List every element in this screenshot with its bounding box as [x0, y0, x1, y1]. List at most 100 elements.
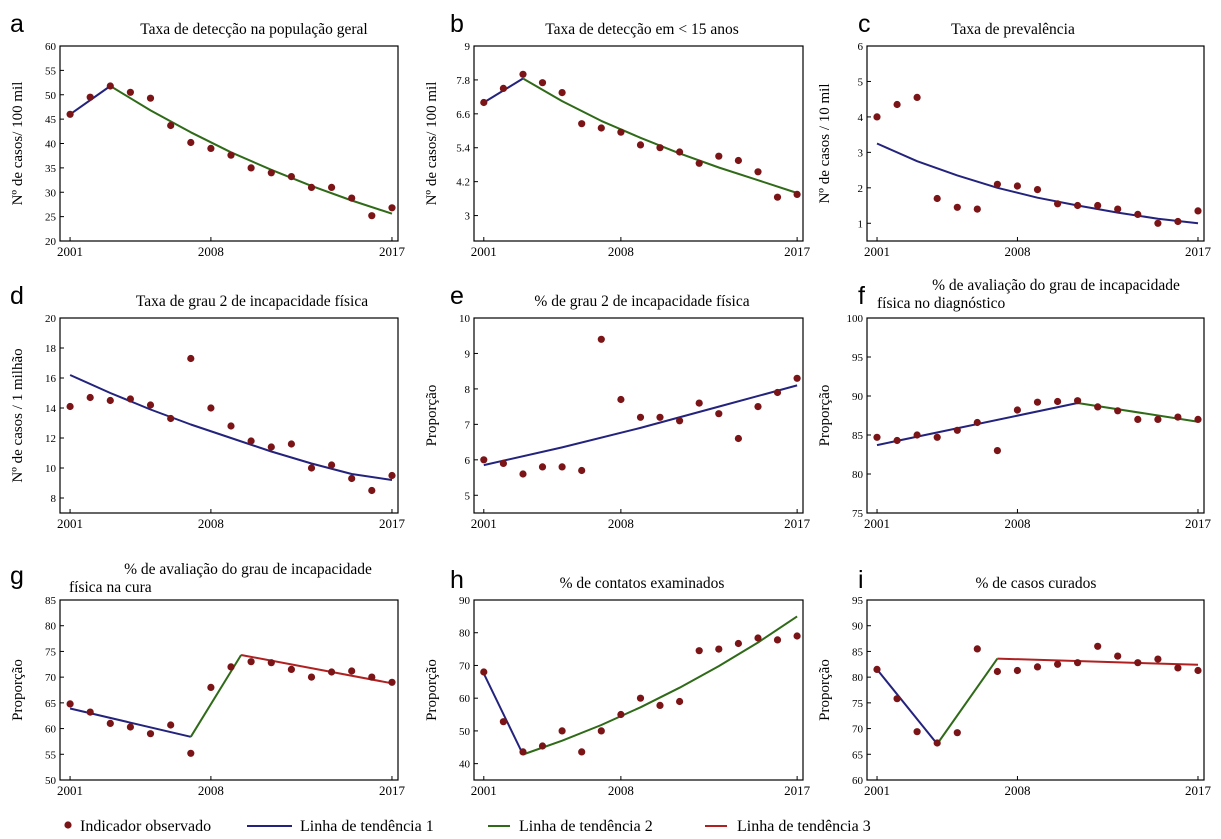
y-tick-label: 70 — [852, 724, 864, 736]
y-tick-label: 8 — [465, 384, 471, 396]
data-point — [126, 395, 134, 403]
data-point — [993, 447, 1002, 455]
x-tick-label: 2017 — [379, 516, 406, 531]
data-point — [933, 739, 941, 747]
data-point — [1013, 182, 1022, 190]
data-point — [167, 414, 175, 423]
data-point — [1134, 210, 1142, 218]
trend-line-3 — [997, 657, 1199, 666]
legend-label-observado: Indicador observado — [80, 818, 211, 835]
y-tick-label: 95 — [852, 595, 864, 607]
y-tick-label: 9 — [465, 41, 471, 53]
x-tick-label: 2017 — [784, 516, 811, 531]
data-point — [187, 138, 195, 147]
data-point — [328, 183, 336, 191]
x-tick-label: 2008 — [1004, 244, 1030, 259]
panel-title: % de contatos examinados — [560, 575, 725, 592]
data-point — [715, 152, 723, 160]
panel-letter: a — [10, 10, 24, 38]
y-tick-label: 6 — [465, 455, 471, 467]
data-point — [1094, 201, 1102, 210]
panel-title: Taxa de detecção em < 15 anos — [545, 21, 739, 38]
y-tick-label: 55 — [45, 65, 57, 77]
panel-title: física no diagnóstico — [877, 295, 1006, 312]
x-tick-label: 2001 — [864, 783, 890, 798]
chart-panel-a: a Taxa de detecção na população geral Nº d… — [10, 10, 405, 259]
y-tick-label: 70 — [45, 672, 57, 684]
y-axis-label: Nº de casos / 1 milhão — [10, 348, 26, 482]
y-tick-label: 6.6 — [456, 109, 470, 121]
trend-line-1 — [483, 384, 798, 467]
data-point — [578, 120, 586, 128]
data-point — [287, 173, 295, 181]
data-point — [656, 144, 664, 152]
y-tick-label: 30 — [45, 187, 57, 199]
y-tick-label: 40 — [459, 759, 471, 771]
data-point — [146, 730, 155, 738]
plot-frame — [473, 45, 804, 242]
y-tick-label: 7.8 — [456, 75, 470, 87]
y-axis-label: Proporção — [817, 385, 833, 447]
data-point — [1013, 406, 1022, 414]
data-point — [146, 94, 155, 102]
data-point — [348, 474, 356, 483]
panel-title: Taxa de prevalência — [951, 21, 1075, 38]
x-tick-label: 2008 — [608, 516, 634, 531]
data-point — [538, 79, 547, 87]
x-tick-label: 2017 — [1185, 244, 1212, 259]
data-point — [66, 700, 74, 708]
data-point — [1174, 664, 1182, 672]
y-axis-label: Proporção — [424, 659, 440, 721]
data-point — [247, 437, 255, 445]
y-tick-label: 3 — [858, 147, 864, 159]
y-tick-label: 16 — [45, 373, 57, 385]
data-point — [953, 729, 961, 737]
data-point — [1054, 660, 1062, 668]
data-point — [227, 151, 235, 159]
y-tick-label: 7 — [465, 419, 471, 431]
y-tick-label: 50 — [45, 775, 57, 787]
data-point — [307, 673, 316, 681]
data-point — [695, 159, 703, 167]
data-point — [913, 431, 921, 439]
x-tick-label: 2001 — [57, 244, 83, 259]
data-point — [597, 727, 605, 735]
panel-title: % de grau 2 de incapacidade física — [534, 293, 749, 310]
x-tick-label: 2008 — [608, 783, 634, 798]
panel-letter: g — [10, 562, 24, 590]
x-tick-label: 2017 — [1185, 783, 1212, 798]
data-point — [558, 463, 566, 471]
data-point — [368, 673, 376, 681]
data-point — [519, 748, 527, 756]
data-point — [1194, 415, 1202, 423]
x-tick-label: 2001 — [864, 516, 890, 531]
panel-letter: d — [10, 282, 24, 310]
x-tick-label: 2017 — [784, 783, 811, 798]
data-point — [715, 645, 723, 653]
data-point — [1033, 186, 1042, 194]
chart-panel-c: c Taxa de prevalência Nº de casos / 10 mil… — [817, 10, 1211, 259]
data-point — [695, 399, 703, 407]
chart-panel-b: b Taxa de detecção em < 15 anos Nº de caso… — [424, 10, 811, 259]
data-point — [388, 471, 396, 480]
data-point — [734, 434, 743, 443]
x-tick-label: 2008 — [198, 244, 224, 259]
data-point — [754, 403, 762, 411]
data-point — [734, 156, 743, 165]
data-point — [1134, 659, 1142, 667]
panel-title: Taxa de detecção na população geral — [140, 21, 367, 38]
data-point — [348, 194, 356, 202]
data-point — [676, 417, 684, 425]
trend-line-3 — [240, 654, 393, 685]
chart-panel-g: g % de avaliação do grau de incapacidadef… — [10, 561, 405, 798]
data-point — [558, 727, 566, 735]
legend-label-trend1: Linha de tendência 1 — [300, 818, 434, 835]
data-point — [913, 728, 921, 736]
data-point — [368, 486, 376, 495]
data-point — [1054, 397, 1062, 406]
panel-title: % de avaliação do grau de incapacidade — [932, 277, 1180, 294]
plot-frame — [59, 599, 399, 781]
panel-letter: b — [450, 10, 464, 38]
y-tick-label: 20 — [45, 236, 57, 248]
data-point — [538, 463, 547, 471]
